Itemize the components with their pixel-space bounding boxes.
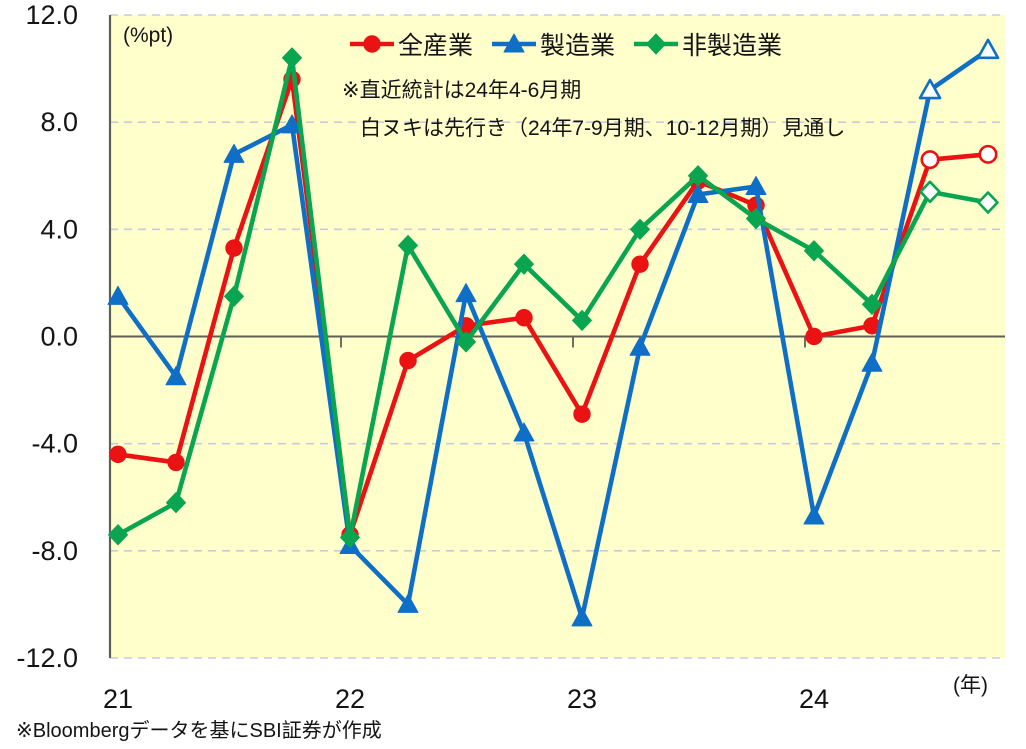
y-axis-label: 12.0 [25, 0, 78, 30]
data-point-manufacturing [397, 593, 419, 613]
legend-label: 全産業 [398, 32, 474, 60]
legend-item-all-industries: 全産業 [349, 26, 473, 62]
x-axis-label: 23 [567, 684, 597, 714]
y-axis-label: 0.0 [40, 322, 78, 352]
x-axis-label: 22 [335, 684, 365, 714]
data-point-manufacturing [976, 38, 1000, 60]
data-point-non-manufacturing [746, 208, 766, 230]
data-point-non-manufacturing [630, 218, 650, 240]
data-point-manufacturing [745, 175, 767, 195]
data-point-all-industries [978, 144, 998, 164]
series-line-non-manufacturing [115, 55, 991, 540]
data-point-all-industries [631, 255, 649, 273]
data-point-non-manufacturing [804, 240, 824, 262]
legend-item-manufacturing: 製造業 [491, 26, 615, 62]
data-point-manufacturing [918, 78, 942, 100]
data-point-manufacturing [281, 114, 303, 134]
data-point-all-industries [399, 351, 417, 370]
y-axis-unit-label: (%pt) [123, 24, 174, 47]
data-point-all-industries [225, 239, 243, 257]
y-axis-label: 8.0 [40, 107, 78, 137]
legend-label: 非製造業 [682, 32, 783, 60]
y-axis-label: -12.0 [16, 643, 78, 673]
data-point-all-industries [515, 309, 533, 327]
y-axis-label: -8.0 [31, 536, 78, 566]
data-point-all-industries [167, 453, 185, 472]
legend-item-non-manufacturing: 非製造業 [633, 26, 782, 62]
series-line-all-industries [115, 77, 991, 538]
x-axis-label: 21 [103, 684, 133, 714]
data-point-non-manufacturing [282, 47, 302, 69]
data-point-manufacturing [687, 184, 709, 204]
data-point-non-manufacturing [688, 165, 708, 187]
diamond-marker-icon [634, 33, 679, 55]
data-point-non-manufacturing [108, 524, 128, 546]
legend-label: 製造業 [540, 32, 616, 60]
data-point-non-manufacturing [514, 253, 534, 275]
data-point-manufacturing [571, 607, 593, 627]
data-point-all-industries [805, 327, 823, 346]
legend-marker [503, 33, 525, 53]
data-point-manufacturing [455, 283, 477, 303]
data-point-manufacturing [629, 336, 651, 356]
data-point-non-manufacturing [862, 293, 882, 315]
series-line-manufacturing [115, 47, 991, 621]
x-axis-unit-label: (年) [953, 674, 988, 697]
legend-marker [646, 33, 667, 55]
legend-marker [363, 35, 381, 53]
data-point-non-manufacturing [456, 331, 476, 353]
data-point-non-manufacturing [340, 526, 360, 548]
data-point-manufacturing [803, 505, 825, 525]
data-point-non-manufacturing [166, 492, 186, 514]
data-point-non-manufacturing [572, 309, 592, 331]
series-markers-non-manufacturing [108, 47, 999, 548]
data-point-all-industries [573, 405, 591, 423]
triangle-marker-icon [492, 33, 537, 53]
data-point-manufacturing [223, 143, 245, 163]
data-point-manufacturing [861, 352, 883, 372]
data-point-non-manufacturing [977, 191, 999, 214]
legend: 全産業 製造業 非製造業 [349, 26, 782, 62]
data-point-non-manufacturing [919, 180, 941, 204]
source-note: ※Bloombergデータを基にSBI証券が作成 [16, 720, 382, 742]
data-point-non-manufacturing [398, 234, 418, 256]
annotation-forecast-note: 白ヌキは先行き（24年7-9月期、10-12月期）見通し [360, 117, 846, 140]
y-axis-label: 4.0 [40, 214, 78, 244]
circle-marker-icon [350, 35, 394, 53]
y-axis-label: -4.0 [31, 429, 78, 459]
data-point-manufacturing [513, 422, 535, 442]
annotation-latest-stat: ※直近統計は24年4-6月期 [342, 79, 582, 102]
x-axis-label: 24 [799, 684, 829, 714]
data-point-manufacturing [107, 285, 129, 305]
data-point-manufacturing [165, 366, 187, 386]
data-point-all-industries [109, 445, 127, 464]
data-point-all-industries [920, 150, 940, 170]
data-point-non-manufacturing [224, 285, 244, 307]
